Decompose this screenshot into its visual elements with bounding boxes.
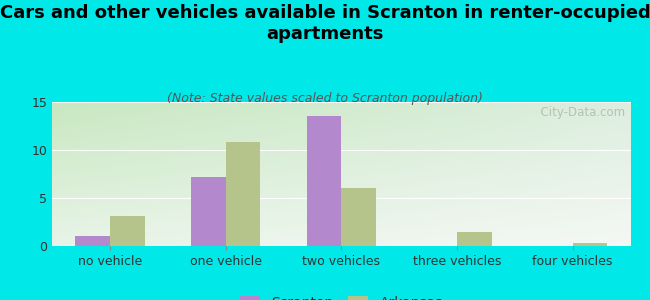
Text: City-Data.com: City-Data.com	[532, 106, 625, 119]
Legend: Scranton, Arkansas: Scranton, Arkansas	[235, 292, 447, 300]
Bar	[573, 243, 607, 246]
Bar	[191, 177, 226, 246]
Bar	[457, 232, 491, 246]
Bar	[307, 116, 341, 246]
Bar	[226, 142, 260, 246]
Text: Cars and other vehicles available in Scranton in renter-occupied
apartments: Cars and other vehicles available in Scr…	[0, 4, 650, 43]
Bar	[75, 236, 110, 246]
Text: (Note: State values scaled to Scranton population): (Note: State values scaled to Scranton p…	[167, 92, 483, 104]
Bar	[341, 188, 376, 246]
Bar	[110, 216, 144, 246]
